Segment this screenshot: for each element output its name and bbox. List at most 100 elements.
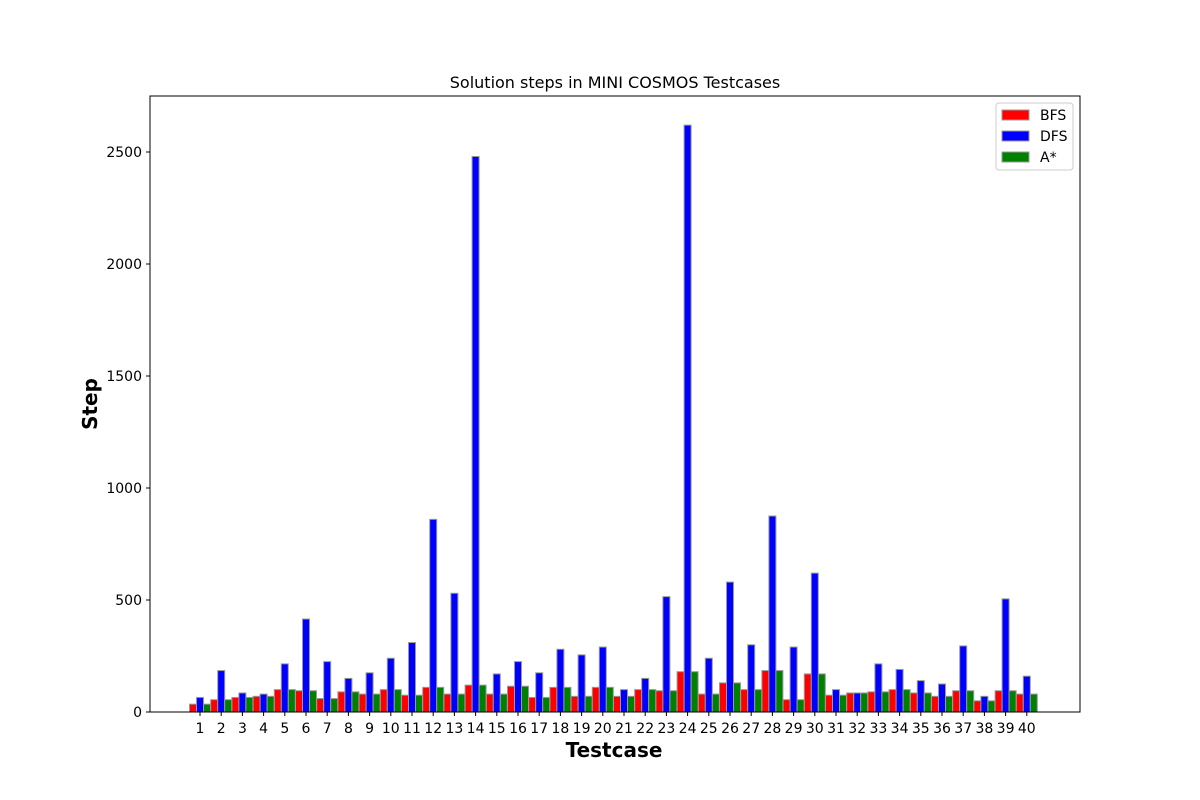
bar-a-16 [521, 685, 529, 713]
bar-dfs-6 [302, 618, 310, 713]
bar-dfs-26 [726, 581, 734, 713]
bar-a-20 [605, 686, 614, 713]
bar-a-34 [902, 689, 911, 713]
x-tick-label: 18 [551, 721, 569, 737]
bar-a-4 [266, 695, 275, 713]
bar-bfs-7 [316, 698, 325, 713]
bar-a-7 [330, 698, 339, 713]
x-tick-label: 35 [912, 721, 930, 737]
bar-a-6 [309, 690, 317, 713]
bar-bfs-32 [846, 692, 855, 713]
x-tick-label: 19 [573, 721, 591, 737]
x-tick-label: 2 [217, 721, 226, 737]
x-tick-label: 21 [615, 721, 633, 737]
x-tick-label: 24 [679, 721, 697, 737]
x-tick-label: 13 [445, 721, 463, 737]
bar-a-9 [372, 693, 381, 713]
bar-dfs-9 [365, 672, 374, 713]
legend-label: DFS [1040, 129, 1068, 145]
bar-dfs-1 [196, 696, 204, 713]
bar-dfs-25 [704, 657, 713, 713]
bar-dfs-17 [535, 672, 544, 713]
bar-bfs-34 [888, 689, 897, 713]
bar-dfs-4 [259, 693, 268, 713]
bar-dfs-35 [916, 680, 925, 713]
bar-bfs-36 [931, 695, 939, 713]
x-tick-label: 30 [806, 721, 824, 737]
bar-a-13 [457, 693, 466, 713]
bar-a-11 [415, 694, 423, 713]
bar-bfs-16 [507, 685, 515, 713]
bar-a-19 [584, 695, 593, 713]
y-axis-ticks: 0 500 1000 1500 2000 2500 [106, 145, 150, 721]
bar-a-37 [966, 690, 975, 713]
bar-a-10 [393, 689, 402, 713]
bar-dfs-20 [598, 646, 607, 713]
x-tick-label: 5 [280, 721, 289, 737]
legend-label: A* [1040, 150, 1057, 166]
x-tick-label: 22 [636, 721, 654, 737]
x-tick-label: 14 [467, 721, 485, 737]
bar-a-25 [711, 693, 720, 713]
bar-a-40 [1029, 693, 1038, 713]
x-tick-label: 40 [1018, 721, 1036, 737]
x-tick-label: 20 [594, 721, 612, 737]
bar-dfs-29 [789, 646, 798, 713]
bar-bfs-25 [697, 693, 706, 713]
bar-dfs-18 [556, 648, 565, 713]
bar-bfs-38 [973, 700, 982, 713]
x-axis-label: Testcase [566, 738, 663, 762]
bar-a-29 [796, 699, 805, 713]
bar-bfs-33 [867, 691, 876, 713]
x-tick-label: 32 [848, 721, 866, 737]
bar-bfs-17 [528, 696, 537, 713]
x-tick-label: 10 [382, 721, 400, 737]
bar-dfs-10 [386, 657, 395, 713]
bar-bfs-2 [210, 699, 219, 713]
bar-dfs-14 [471, 155, 480, 713]
bar-a-21 [627, 695, 635, 713]
bar-dfs-40 [1022, 675, 1031, 713]
bar-bfs-24 [676, 671, 685, 713]
y-tick-label: 0 [133, 705, 142, 721]
bar-bfs-26 [719, 682, 727, 713]
bar-a-24 [690, 671, 699, 713]
bar-a-32 [860, 692, 869, 713]
bar-a-14 [478, 684, 487, 713]
bar-dfs-22 [641, 677, 650, 713]
x-tick-label: 26 [721, 721, 739, 737]
bar-a-26 [733, 682, 741, 713]
bar-bfs-15 [485, 693, 494, 713]
bar-bfs-3 [231, 696, 240, 713]
bar-bfs-31 [825, 694, 833, 713]
x-tick-label: 25 [700, 721, 718, 737]
bar-bfs-22 [634, 689, 643, 713]
bar-bfs-39 [994, 690, 1003, 713]
x-tick-label: 31 [827, 721, 845, 737]
bar-a-38 [987, 700, 996, 713]
bar-dfs-23 [662, 596, 671, 713]
bar-bfs-4 [252, 695, 261, 713]
plot-frame [149, 95, 1081, 713]
x-tick-label: 28 [763, 721, 781, 737]
bar-bfs-11 [401, 694, 409, 713]
bar-a-30 [817, 673, 826, 713]
x-tick-label: 37 [954, 721, 972, 737]
bar-a-8 [351, 691, 360, 713]
y-tick-label: 1500 [106, 369, 142, 385]
legend-label: BFS [1040, 108, 1066, 124]
bar-bfs-10 [379, 689, 388, 713]
x-tick-label: 39 [997, 721, 1015, 737]
bar-a-2 [224, 699, 233, 713]
bar-bfs-30 [803, 673, 812, 713]
bar-dfs-7 [323, 661, 332, 713]
bar-dfs-36 [938, 683, 946, 713]
legend: BFS DFS A* [995, 102, 1074, 171]
x-tick-label: 23 [657, 721, 675, 737]
bar-a-28 [775, 670, 784, 713]
x-tick-label: 8 [344, 721, 353, 737]
bar-dfs-3 [238, 692, 247, 713]
bar-dfs-15 [492, 673, 501, 713]
bar-bfs-20 [591, 686, 600, 713]
bar-dfs-31 [832, 689, 840, 713]
